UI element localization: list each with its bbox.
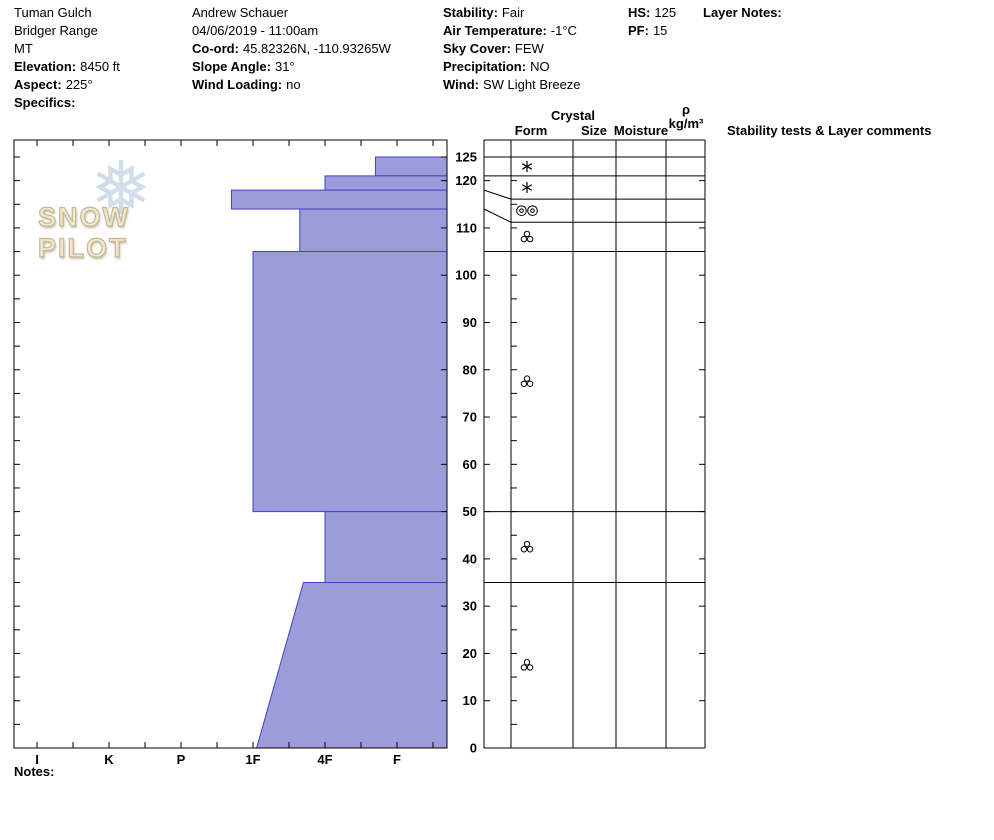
size-column-header: Size	[580, 123, 608, 138]
totals-block: HS: 125 PF: 15	[628, 4, 676, 40]
svg-text:4F: 4F	[317, 752, 332, 767]
svg-text:120: 120	[455, 173, 477, 188]
snowflake-icon: ❅	[90, 147, 153, 230]
layer-bar	[324, 511, 448, 584]
sky-cover-label: Sky Cover:	[443, 41, 511, 56]
layer-bar	[299, 208, 448, 253]
conditions-block: Stability: Fair Air Temperature: -1°C Sky …	[443, 4, 581, 94]
slope-angle-value: 31°	[274, 59, 295, 74]
observation-datetime: 04/06/2019 - 11:00am	[192, 23, 319, 38]
precip-value: NO	[530, 59, 550, 74]
pf-value: 15	[652, 23, 668, 38]
svg-text:0: 0	[470, 741, 477, 756]
svg-text:10: 10	[463, 693, 477, 708]
grain-symbol-cluster	[520, 230, 534, 243]
wind-value: SW Light Breeze	[482, 77, 581, 92]
svg-text:K: K	[104, 752, 114, 767]
hs-label: HS:	[628, 5, 651, 20]
observer-block: Andrew Schauer 04/06/2019 - 11:00am Co-o…	[192, 4, 391, 94]
hs-value: 125	[654, 5, 677, 20]
grain-symbol-cluster	[520, 659, 534, 671]
strat-table-grid	[483, 139, 706, 749]
grain-form-symbols	[516, 160, 538, 671]
grain-symbol-cluster	[520, 375, 534, 387]
aspect-label: Aspect:	[14, 77, 62, 92]
aspect-value: 225°	[65, 77, 93, 92]
svg-text:60: 60	[463, 457, 477, 472]
sky-cover-value: FEW	[514, 41, 544, 56]
wind-loading-label: Wind Loading:	[192, 77, 283, 92]
elevation-label: Elevation:	[14, 59, 77, 74]
wind-label: Wind:	[443, 77, 479, 92]
layer-bar	[324, 175, 448, 191]
svg-text:20: 20	[463, 646, 477, 661]
moisture-column-header: Moisture	[613, 123, 669, 138]
axis-ticks	[14, 140, 705, 749]
stability-value: Fair	[501, 5, 525, 20]
site-name: Tuman Gulch	[14, 5, 92, 20]
form-column-header: Form	[514, 123, 548, 138]
svg-text:100: 100	[455, 268, 477, 283]
specifics-label: Specifics:	[14, 95, 76, 110]
notes-label: Notes:	[14, 764, 55, 779]
layer-bar	[374, 156, 448, 177]
grain-symbol-cluster	[520, 540, 534, 553]
layer-bar	[230, 189, 448, 210]
svg-text:80: 80	[463, 362, 477, 377]
layer-bar	[252, 251, 448, 513]
svg-text:1F: 1F	[245, 752, 260, 767]
wind-loading-value: no	[286, 77, 301, 92]
svg-text:90: 90	[463, 315, 477, 330]
svg-text:70: 70	[463, 410, 477, 425]
slope-angle-label: Slope Angle:	[192, 59, 271, 74]
layer-notes-block: Layer Notes:	[703, 4, 786, 22]
grain-symbol-stellar	[521, 181, 533, 193]
elevation-value: 8450 ft	[80, 59, 120, 74]
svg-text:110: 110	[456, 220, 477, 235]
state-name: MT	[14, 41, 33, 56]
observer-name: Andrew Schauer	[192, 5, 289, 20]
coord-label: Co-ord:	[192, 41, 239, 56]
location-block: Tuman Gulch Bridger Range MT Elevation: 8…	[14, 4, 120, 112]
svg-text:P: P	[177, 752, 186, 767]
air-temp-value: -1°C	[550, 23, 577, 38]
stability-label: Stability:	[443, 5, 498, 20]
snowpilot-logo-text: SNOW PILOT	[37, 201, 130, 263]
chart-frame	[13, 139, 448, 749]
grain-symbol-stellar	[521, 160, 533, 172]
svg-text:30: 30	[463, 599, 477, 614]
crystal-group-header: Crystal	[550, 108, 596, 123]
layer-notes-label: Layer Notes:	[703, 5, 782, 20]
svg-text:F: F	[393, 752, 401, 767]
precip-label: Precipitation:	[443, 59, 527, 74]
air-temp-label: Air Temperature:	[443, 23, 547, 38]
layer-bar	[255, 582, 448, 749]
svg-text:50: 50	[463, 504, 477, 519]
layer-bars	[230, 156, 448, 749]
comments-column-header: Stability tests & Layer comments	[727, 123, 932, 138]
svg-text:40: 40	[463, 551, 477, 566]
grain-symbol-rimed-pair	[516, 205, 538, 216]
pf-label: PF:	[628, 23, 649, 38]
snowpilot-watermark: ❅ SNOW PILOT	[37, 152, 228, 264]
svg-text:125: 125	[455, 150, 477, 165]
range-name: Bridger Range	[14, 23, 98, 38]
coord-value: 45.82326N, -110.93265W	[242, 41, 391, 56]
density-units-header: kg/m³	[668, 116, 704, 131]
density-symbol-header: ρ	[681, 102, 691, 117]
svg-text:I: I	[35, 752, 39, 767]
